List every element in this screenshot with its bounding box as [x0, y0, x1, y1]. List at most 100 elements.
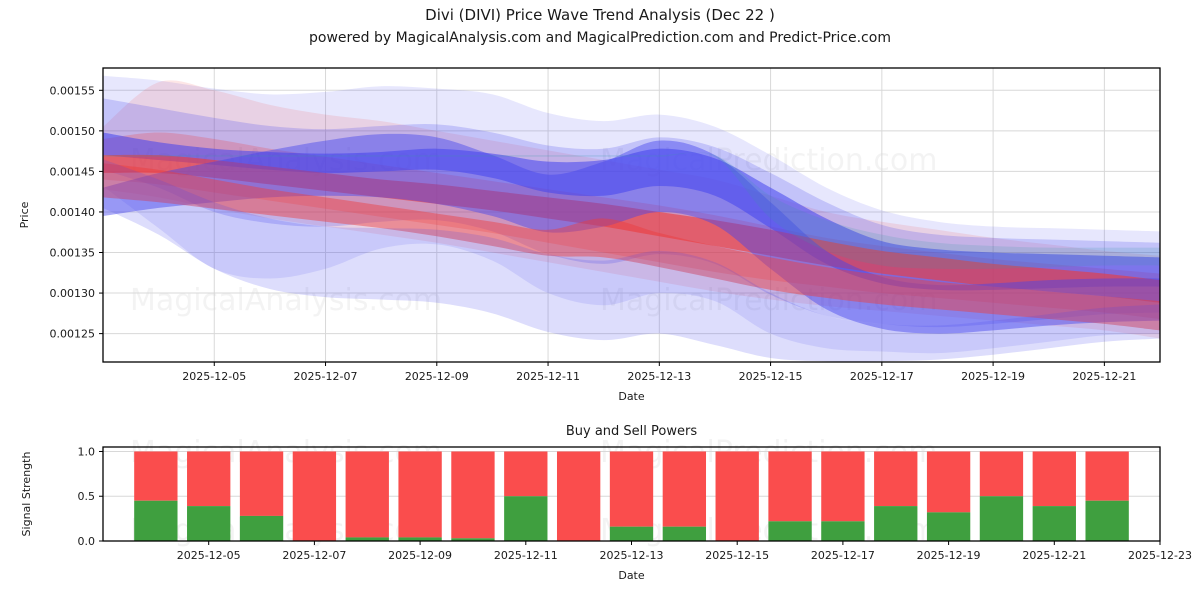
sell-power-segment[interactable]: [239, 451, 284, 516]
xtick-label-date: 2025-12-17: [850, 370, 914, 383]
page-subtitle: powered by MagicalAnalysis.com and Magic…: [309, 30, 891, 46]
sell-power-segment[interactable]: [874, 451, 918, 507]
stacked-bar: [768, 451, 812, 541]
stacked-bar: [979, 451, 1024, 541]
sell-power-segment[interactable]: [662, 451, 707, 527]
price-axis-labels: 0.00125 0.00130 0.00135 0.00140 0.00145 0.001…: [18, 84, 1136, 403]
sell-power-segment[interactable]: [768, 451, 812, 522]
wave-bands-layer: [103, 75, 1160, 362]
sell-power-segment[interactable]: [715, 451, 759, 541]
sell-power-segment[interactable]: [187, 451, 231, 507]
xtick-label-date: 2025-12-13: [627, 370, 691, 383]
buy-power-segment[interactable]: [1032, 506, 1076, 541]
powers-bars-layer: [134, 451, 1129, 541]
stacked-bar: [874, 451, 918, 541]
xtick-label-date: 2025-12-09: [405, 370, 469, 383]
xtick-label-date: 2025-12-19: [917, 549, 981, 562]
buy-power-segment[interactable]: [451, 538, 495, 541]
wave-band-blue-core-wave: [103, 132, 1160, 291]
stacked-bar: [662, 451, 707, 541]
wave-band-teal-right-wave: [103, 152, 1160, 270]
stacked-bar: [239, 451, 284, 541]
buy-power-segment[interactable]: [662, 526, 707, 541]
price-wave-chart: 0.00125 0.00130 0.00135 0.00140 0.00145 0.001…: [18, 67, 1161, 403]
sell-power-segment[interactable]: [345, 451, 389, 538]
price-ylabel: Price: [18, 201, 31, 228]
stacked-bar: [292, 451, 337, 541]
buy-power-segment[interactable]: [874, 506, 918, 541]
buy-power-segment[interactable]: [398, 537, 442, 541]
ytick-label-price: 0.00150: [50, 125, 96, 138]
sell-power-segment[interactable]: [556, 451, 601, 541]
xtick-label-date: 2025-12-13: [600, 549, 664, 562]
ytick-label-price: 0.00130: [50, 287, 96, 300]
sell-power-segment[interactable]: [821, 451, 865, 522]
ytick-label-signal: 1.0: [78, 445, 96, 458]
buy-power-segment[interactable]: [239, 515, 284, 541]
stacked-bar: [1032, 451, 1076, 541]
watermark-text: MagicalAnalysis.com: [130, 283, 442, 318]
stacked-bar: [1085, 451, 1129, 541]
xtick-label-date: 2025-12-07: [294, 370, 358, 383]
buy-sell-powers-chart: Buy and Sell Powers 0.0 0.5 1.0 2025-12-05 20…: [20, 424, 1192, 582]
wave-band-red-low-wave: [103, 163, 1160, 331]
buy-power-segment[interactable]: [926, 512, 971, 541]
watermark-text: MagicalAnalysis.com: [130, 435, 442, 470]
stacked-bar: [187, 451, 231, 541]
watermark-text: MagicalAnalysis.com: [130, 513, 442, 548]
sell-power-segment[interactable]: [451, 451, 495, 539]
sell-power-segment[interactable]: [979, 451, 1024, 497]
buy-power-segment[interactable]: [979, 496, 1024, 541]
ytick-label-price: 0.00140: [50, 206, 96, 219]
sell-power-segment[interactable]: [292, 451, 337, 541]
buy-power-segment[interactable]: [345, 537, 389, 541]
ytick-label-price: 0.00135: [50, 247, 96, 260]
sell-power-segment[interactable]: [134, 451, 178, 501]
ytick-label-signal: 0.0: [78, 535, 96, 548]
xtick-label-date: 2025-12-15: [705, 549, 769, 562]
xtick-label-date: 2025-12-21: [1022, 549, 1086, 562]
buy-power-segment[interactable]: [504, 496, 548, 541]
stacked-bar: [609, 451, 654, 541]
sell-power-segment[interactable]: [1032, 451, 1076, 507]
powers-panel-title: Buy and Sell Powers: [566, 424, 697, 439]
powers-axis-labels: 0.0 0.5 1.0 2025-12-05 2025-12-07 2025-12-09 2…: [20, 445, 1192, 582]
sell-power-segment[interactable]: [1085, 451, 1129, 501]
wave-band-blue-lower-tail-wave: [103, 159, 1160, 362]
ytick-label-price: 0.00155: [50, 84, 96, 97]
buy-power-segment[interactable]: [134, 500, 178, 541]
xtick-label-date: 2025-12-09: [388, 549, 452, 562]
stacked-bar: [926, 451, 971, 541]
stacked-bar: [556, 451, 601, 541]
stacked-bar: [134, 451, 178, 541]
xtick-label-date: 2025-12-05: [177, 549, 241, 562]
price-axes-frame: [102, 67, 1161, 363]
buy-power-segment[interactable]: [187, 506, 231, 541]
buy-power-segment[interactable]: [609, 526, 654, 541]
sell-power-segment[interactable]: [926, 451, 971, 513]
watermark-text: MagicalPrediction.com: [600, 283, 938, 318]
page-title: Divi (DIVI) Price Wave Trend Analysis (D…: [425, 6, 775, 24]
ytick-label-price: 0.00125: [50, 328, 96, 341]
xtick-label-date: 2025-12-11: [516, 370, 580, 383]
xtick-label-date: 2025-12-11: [494, 549, 558, 562]
buy-power-segment[interactable]: [1085, 500, 1129, 541]
xtick-label-date: 2025-12-15: [739, 370, 803, 383]
stacked-bar: [345, 451, 389, 541]
buy-power-segment[interactable]: [821, 521, 865, 541]
buy-power-segment[interactable]: [768, 521, 812, 541]
xtick-label-date: 2025-12-07: [282, 549, 346, 562]
wave-band-red-core-wave: [103, 154, 1160, 303]
powers-xlabel: Date: [618, 569, 645, 582]
sell-power-segment[interactable]: [398, 451, 442, 538]
xtick-label-date: 2025-12-05: [182, 370, 246, 383]
xtick-label-date: 2025-12-23: [1128, 549, 1192, 562]
price-xlabel: Date: [618, 390, 645, 403]
sell-power-segment[interactable]: [609, 451, 654, 527]
stacked-bar: [715, 451, 759, 541]
ytick-label-price: 0.00145: [50, 165, 96, 178]
sell-power-segment[interactable]: [504, 451, 548, 497]
powers-ylabel: Signal Strength: [20, 452, 33, 537]
